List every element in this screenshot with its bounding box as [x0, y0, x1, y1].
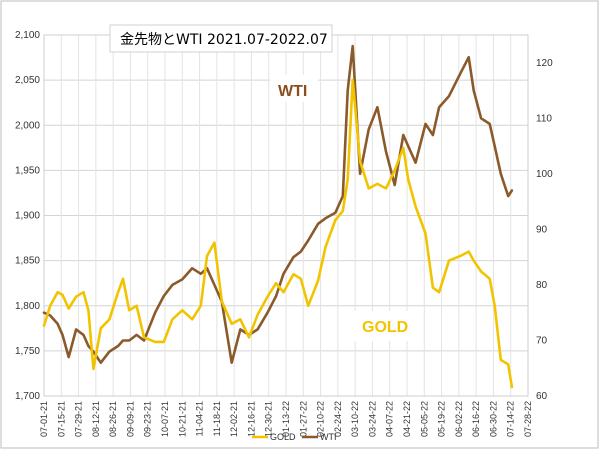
gold-series-line [42, 78, 514, 389]
x-tick-label: 11-18-21 [212, 401, 222, 436]
legend: GOLD WTI [252, 432, 337, 442]
x-tick-label: 06-30-22 [488, 401, 498, 437]
x-tick-label: 06-02-22 [454, 401, 464, 437]
y-right-tick-label: 120 [536, 58, 553, 69]
y-left-tick-label: 1,950 [15, 165, 40, 176]
y-right-tick-label: 60 [536, 391, 548, 402]
x-tick-label: 12-02-21 [229, 401, 239, 437]
x-tick-label: 05-19-22 [437, 401, 447, 437]
x-tick-label: 07-14-22 [506, 401, 516, 437]
x-axis: 07-01-21 07-15-21 07-29-21 08-12-21 08-26-21… [39, 401, 533, 437]
gold-label-box [354, 311, 422, 341]
x-tick-label: 09-23-21 [143, 401, 153, 437]
x-tick-label: 01-13-22 [281, 401, 291, 437]
x-tick-label: 03-24-22 [367, 401, 377, 437]
x-tick-label: 06-16-22 [471, 401, 481, 437]
x-tick-label: 02-24-22 [333, 401, 343, 437]
y-left-tick-label: 2,000 [15, 120, 40, 131]
series-lines [42, 44, 514, 389]
x-tick-label: 04-21-22 [402, 401, 412, 437]
y-right-tick-label: 90 [536, 224, 548, 235]
y-axis-left: 1,700 1,750 1,800 1,850 1,900 1,950 2,000 2,050… [15, 30, 40, 402]
y-left-tick-label: 2,100 [15, 30, 40, 41]
x-tick-label: 07-01-21 [39, 401, 49, 437]
y-left-tick-label: 1,900 [15, 211, 40, 222]
x-tick-label: 10-07-21 [160, 401, 170, 437]
x-tick-label: 02-10-22 [316, 401, 326, 437]
y-left-tick-label: 1,750 [15, 346, 40, 357]
wti-label-box [270, 75, 318, 102]
x-tick-label: 09-09-21 [125, 401, 135, 437]
x-tick-label: 11-04-21 [195, 401, 205, 436]
x-tick-label: 01-27-22 [298, 401, 308, 437]
y-right-tick-label: 80 [536, 280, 548, 291]
y-left-tick-label: 2,050 [15, 75, 40, 86]
x-tick-label: 10-21-21 [177, 401, 187, 437]
x-tick-label: 08-26-21 [108, 401, 118, 437]
x-tick-label: 05-05-22 [419, 401, 429, 437]
title-box [109, 24, 333, 53]
chart-title: 金先物とWTI 2021.07-2022.07 [120, 32, 328, 48]
x-tick-label: 07-29-21 [74, 401, 84, 437]
x-tick-label: 07-28-22 [523, 401, 533, 437]
y-axis-right: 60 70 80 90 100 110 120 [536, 58, 553, 402]
x-tick-label: 12-30-21 [264, 401, 274, 437]
y-left-tick-label: 1,800 [15, 301, 40, 312]
y-right-tick-label: 100 [536, 169, 553, 180]
y-right-tick-label: 110 [536, 113, 552, 124]
x-tick-label: 07-15-21 [56, 401, 66, 437]
gold-series-label: GOLD [362, 319, 408, 336]
y-right-tick-label: 70 [536, 335, 548, 346]
legend-gold-label: GOLD [270, 432, 296, 442]
x-tick-label: 12-16-21 [246, 401, 256, 437]
wti-series-line [42, 44, 514, 365]
x-tick-label: 03-10-22 [350, 401, 360, 437]
y-left-tick-label: 1,700 [15, 391, 40, 402]
x-tick-label: 04-07-22 [385, 401, 395, 437]
x-tick-label: 08-12-21 [91, 401, 101, 437]
y-left-tick-label: 1,850 [15, 256, 40, 267]
legend-wti-label: WTI [320, 432, 337, 442]
wti-series-label: WTI [278, 83, 307, 100]
